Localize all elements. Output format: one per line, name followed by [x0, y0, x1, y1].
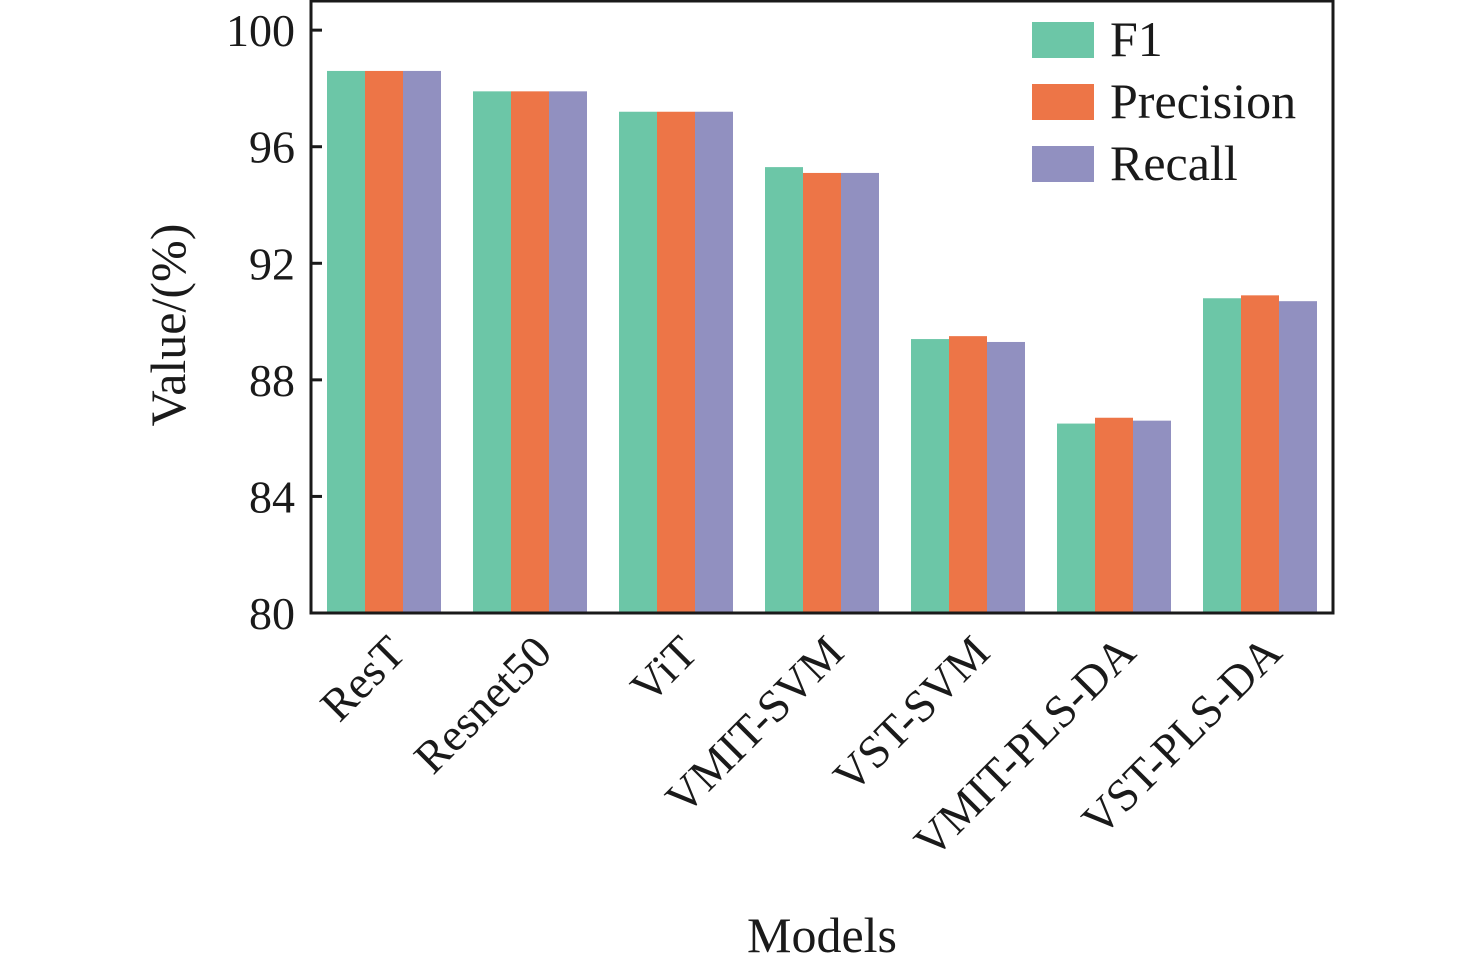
y-tick-label: 92: [249, 238, 295, 289]
y-tick-label: 80: [249, 588, 295, 639]
bar-recall-resnet50: [549, 91, 587, 614]
bar-recall-vst-pls-da: [1279, 301, 1317, 613]
bar-precision-vmit-pls-da: [1095, 417, 1133, 613]
legend: F1 Precision Recall: [1032, 11, 1296, 191]
x-tick-label: ViT: [621, 626, 708, 713]
legend-label-precision: Precision: [1110, 73, 1296, 129]
legend-swatch-recall: [1032, 146, 1094, 182]
bar-f1-vst-svm: [911, 339, 949, 613]
bar-f1-resnet50: [473, 91, 511, 614]
bar-precision-rest: [365, 70, 403, 613]
bar-f1-vit: [619, 111, 657, 613]
legend-label-recall: Recall: [1110, 135, 1238, 191]
bar-recall-vst-svm: [987, 341, 1025, 613]
bar-precision-vmit-svm: [803, 172, 841, 613]
y-axis-title: Value/(%): [140, 224, 196, 427]
bar-recall-vmit-pls-da: [1133, 420, 1171, 613]
bar-f1-vst-pls-da: [1203, 298, 1241, 613]
y-axis: 80 84 88 92 96 100: [226, 5, 322, 639]
bar-precision-vit: [657, 111, 695, 613]
legend-label-f1: F1: [1110, 11, 1163, 67]
bar-recall-vit: [695, 111, 733, 613]
x-axis-title: Models: [747, 907, 897, 963]
y-tick-label: 88: [249, 355, 295, 406]
y-tick-label: 100: [226, 5, 295, 56]
y-tick-label: 84: [249, 471, 295, 522]
bar-recall-vmit-svm: [841, 172, 879, 613]
legend-swatch-precision: [1032, 84, 1094, 120]
bar-precision-resnet50: [511, 91, 549, 614]
bars-layer: [327, 70, 1317, 614]
plot-frame: [309, 0, 1335, 615]
bar-recall-rest: [403, 70, 441, 613]
y-tick-label: 96: [249, 122, 295, 173]
x-tick-label: Resnet50: [404, 626, 561, 783]
bar-f1-rest: [327, 70, 365, 613]
bar-precision-vst-pls-da: [1241, 295, 1279, 613]
bar-precision-vst-svm: [949, 336, 987, 613]
bar-f1-vmit-svm: [765, 167, 803, 613]
legend-swatch-f1: [1032, 22, 1094, 58]
x-tick-label: ResT: [310, 626, 415, 731]
bar-f1-vmit-pls-da: [1057, 423, 1095, 613]
